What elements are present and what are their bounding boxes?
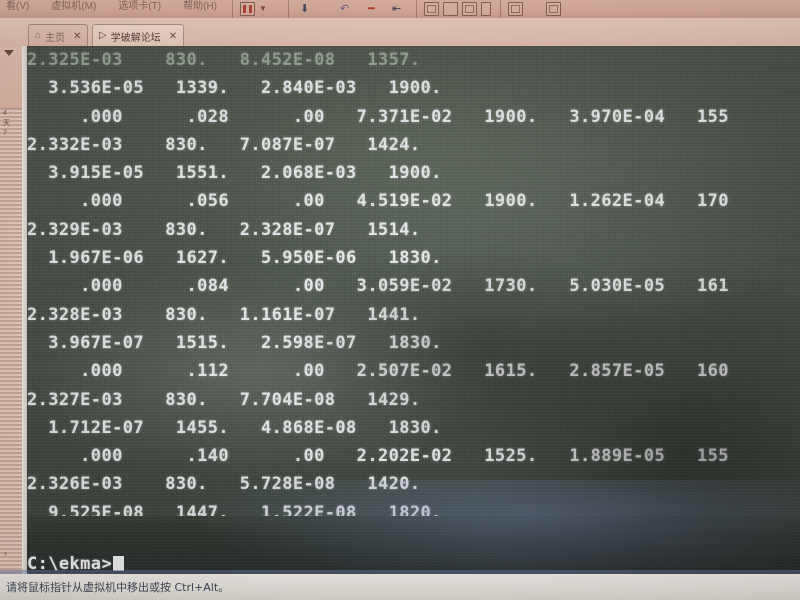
console-line: .000 .028 .00 7.371E-02 1900. 3.970E-04 … bbox=[27, 106, 729, 127]
prompt-text: C:\ekma> bbox=[27, 554, 113, 574]
tab-home-label: 主页 bbox=[45, 32, 66, 44]
snapshot-manager-icon[interactable]: ⇤ bbox=[392, 3, 402, 15]
menu-item-view[interactable]: 看(V) bbox=[6, 0, 30, 12]
toolbar-group-layout[interactable] bbox=[508, 0, 523, 18]
host-toolbar: 看(V) 虚拟机(M) 选项卡(T) 帮助(H) ▼ ⬇ ↶ ━ ⇤ bbox=[0, 0, 800, 18]
console-line: 2.326E-03 830. 5.728E-08 1420. bbox=[27, 474, 421, 495]
fit-window-icon[interactable] bbox=[546, 2, 561, 16]
block-cursor-icon bbox=[113, 556, 125, 571]
tab-vm-label: 学破解论坛 bbox=[110, 32, 161, 44]
toolbar-group-remove-snapshot[interactable]: ━ bbox=[368, 0, 375, 18]
menu-item-vm[interactable]: 虚拟机(M) bbox=[51, 0, 97, 12]
dropdown-caret-icon[interactable]: ▼ bbox=[259, 4, 267, 13]
console-line: 3.915E-05 1551. 2.068E-03 1900. bbox=[27, 163, 442, 184]
sidebar-rail[interactable]: 4 天 7 › bbox=[0, 46, 22, 574]
menu-item-help[interactable]: 帮助(H) bbox=[183, 0, 218, 12]
vm-screen[interactable]: 2.325E-03 830. 8.452E-08 1357. 3.536E-05… bbox=[22, 46, 800, 574]
toolbar-group-revert[interactable]: ↶ bbox=[340, 0, 349, 18]
toolbar-separator bbox=[416, 0, 417, 18]
console-line: .000 .112 .00 2.507E-02 1615. 2.857E-05 … bbox=[27, 361, 729, 382]
rail-glyph-3: 7 bbox=[3, 130, 7, 137]
console-output: 2.325E-03 830. 8.452E-08 1357. 3.536E-05… bbox=[27, 46, 800, 574]
console-view-icon[interactable] bbox=[462, 2, 477, 16]
console-blank-area bbox=[27, 516, 800, 574]
snapshot-icon[interactable]: ⬇ bbox=[300, 3, 310, 15]
toolbar-group-fit[interactable] bbox=[546, 0, 561, 18]
console-line: 3.536E-05 1339. 2.840E-03 1900. bbox=[27, 78, 442, 99]
pause-icon[interactable] bbox=[240, 2, 255, 16]
console-prompt[interactable]: C:\ekma> bbox=[27, 554, 800, 574]
console-line: 1.967E-06 1627. 5.950E-06 1830. bbox=[27, 248, 442, 269]
tab-home[interactable]: ⌂ 主页 ✕ bbox=[28, 24, 89, 47]
toolbar-underline bbox=[0, 18, 800, 22]
console-line: 2.332E-03 830. 7.087E-07 1424. bbox=[27, 134, 421, 155]
rail-glyph-2: 天 bbox=[3, 120, 10, 127]
menu-item-tabs[interactable]: 选项卡(T) bbox=[118, 0, 162, 12]
small-view-icon[interactable] bbox=[481, 2, 491, 16]
toolbar-separator bbox=[288, 0, 289, 18]
toolbar-group-views[interactable] bbox=[424, 0, 491, 18]
toolbar-separator bbox=[232, 0, 233, 18]
fullscreen-icon[interactable] bbox=[424, 2, 439, 16]
console-line: 2.329E-03 830. 2.328E-07 1514. bbox=[27, 219, 421, 240]
vm-icon: ▷ bbox=[99, 30, 107, 41]
chevron-right-icon[interactable]: › bbox=[4, 548, 7, 558]
console-line: 2.328E-03 830. 1.161E-07 1441. bbox=[27, 304, 421, 325]
toolbar-group-snapshot-manager[interactable]: ⇤ bbox=[392, 0, 401, 18]
console-line: 3.967E-07 1515. 2.598E-07 1830. bbox=[27, 332, 442, 353]
console-line: 1.712E-07 1455. 4.868E-08 1830. bbox=[27, 417, 442, 438]
screen-bezel bbox=[22, 46, 27, 574]
close-icon[interactable]: ✕ bbox=[168, 30, 178, 42]
remove-snapshot-icon[interactable]: ━ bbox=[368, 3, 375, 15]
status-message: 请将鼠标指针从虚拟机中移出或按 Ctrl+Alt。 bbox=[6, 581, 230, 594]
toolbar-group-power[interactable]: ▼ bbox=[240, 0, 267, 18]
toolbar-separator bbox=[500, 0, 501, 18]
rail-glyph-1: 4 bbox=[3, 110, 7, 117]
menu-bar[interactable]: 看(V) 虚拟机(M) 选项卡(T) 帮助(H) bbox=[0, 0, 217, 14]
console-line: 2.325E-03 830. 8.452E-08 1357. bbox=[27, 50, 421, 70]
status-bar: 请将鼠标指针从虚拟机中移出或按 Ctrl+Alt。 bbox=[0, 574, 800, 600]
unity-icon[interactable] bbox=[443, 2, 458, 16]
console-line: 2.327E-03 830. 7.704E-08 1429. bbox=[27, 389, 421, 410]
console-line: .000 .084 .00 3.059E-02 1730. 5.030E-05 … bbox=[27, 276, 729, 297]
toolbar-group-snapshot[interactable]: ⬇ bbox=[300, 0, 309, 18]
tab-vm[interactable]: ▷ 学破解论坛 ✕ bbox=[92, 24, 185, 47]
multi-view-icon[interactable] bbox=[508, 2, 523, 16]
close-icon[interactable]: ✕ bbox=[73, 30, 82, 42]
console-line: .000 .056 .00 4.519E-02 1900. 1.262E-04 … bbox=[27, 191, 729, 212]
revert-icon[interactable]: ↶ bbox=[340, 3, 350, 15]
tab-strip: ✕ ⌂ 主页 ✕ ▷ 学破解论坛 ✕ bbox=[0, 22, 800, 59]
collapse-arrow-icon[interactable] bbox=[4, 50, 14, 56]
rail-header bbox=[0, 46, 22, 109]
console-line: .000 .140 .00 2.202E-02 1525. 1.889E-05 … bbox=[27, 446, 729, 467]
home-icon: ⌂ bbox=[35, 30, 42, 41]
